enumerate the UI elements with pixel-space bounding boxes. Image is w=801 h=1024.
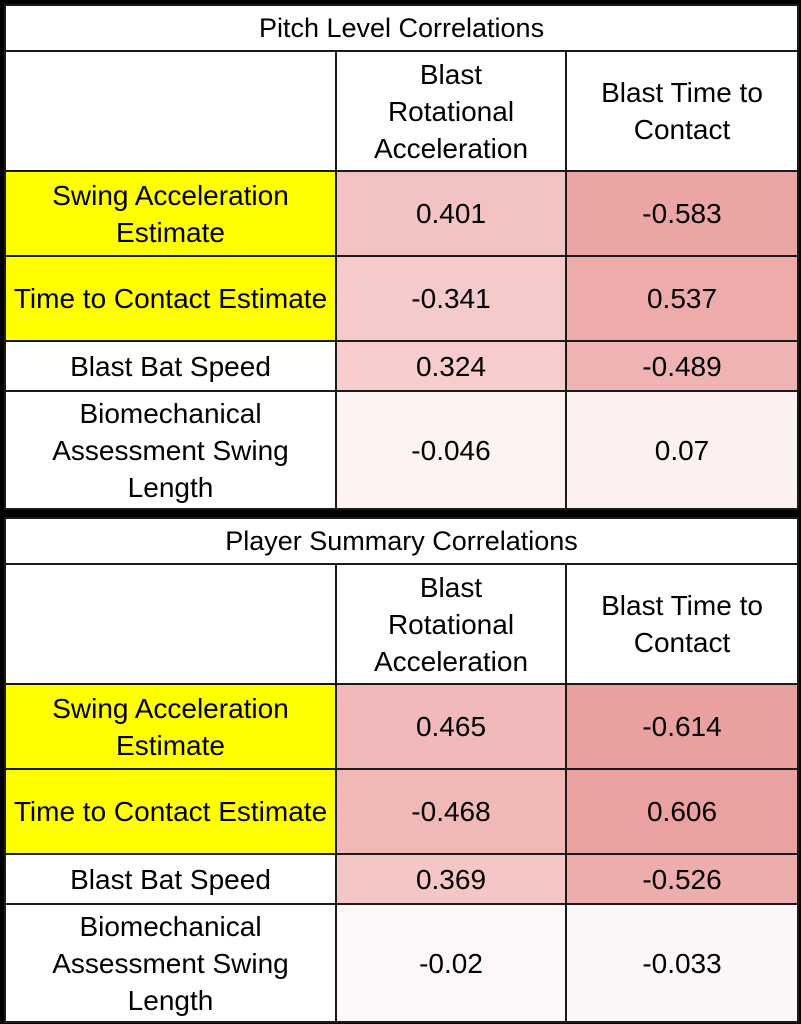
value-cell: -0.033	[564, 903, 800, 1023]
value-cell: 0.401	[335, 170, 567, 257]
corner-cell	[4, 563, 337, 685]
table-row: Time to Contact Estimate -0.341 0.537	[4, 255, 800, 342]
row-label: Biomechanical Assessment Swing Length	[4, 390, 337, 510]
row-label: Time to Contact Estimate	[4, 255, 337, 342]
row-label: Swing Acceleration Estimate	[4, 683, 337, 770]
column-header: Blast Rotational Acceleration	[335, 50, 567, 172]
table-row: Time to Contact Estimate -0.468 0.606	[4, 768, 800, 855]
value-cell: 0.606	[564, 768, 800, 855]
value-cell: -0.468	[335, 768, 567, 855]
table-title: Player Summary Correlations	[3, 517, 800, 565]
row-label: Blast Bat Speed	[4, 340, 337, 392]
value-cell: -0.489	[564, 340, 800, 392]
value-cell: -0.341	[335, 255, 567, 342]
row-label: Biomechanical Assessment Swing Length	[4, 903, 337, 1023]
value-cell: 0.324	[335, 340, 567, 392]
table-row: Swing Acceleration Estimate 0.401 -0.583	[4, 170, 800, 257]
value-cell: 0.07	[564, 390, 800, 510]
value-cell: 0.537	[564, 255, 800, 342]
table-row: Swing Acceleration Estimate 0.465 -0.614	[4, 683, 800, 770]
table-row: Biomechanical Assessment Swing Length -0…	[4, 903, 800, 1023]
value-cell: 0.369	[335, 853, 567, 905]
row-label: Time to Contact Estimate	[4, 768, 337, 855]
table-row: Biomechanical Assessment Swing Length -0…	[4, 390, 800, 510]
value-cell: -0.583	[564, 170, 800, 257]
value-cell: -0.526	[564, 853, 800, 905]
row-label: Blast Bat Speed	[4, 853, 337, 905]
value-cell: -0.046	[335, 390, 567, 510]
table-title: Pitch Level Correlations	[3, 4, 800, 52]
player-summary-table: Player Summary Correlations Blast Rotatio…	[3, 517, 800, 1023]
pitch-level-table: Pitch Level Correlations Blast Rotational…	[3, 4, 800, 510]
value-cell: 0.465	[335, 683, 567, 770]
column-header: Blast Rotational Acceleration	[335, 563, 567, 685]
table-row: Blast Bat Speed 0.324 -0.489	[4, 340, 800, 392]
value-cell: -0.614	[564, 683, 800, 770]
value-cell: -0.02	[335, 903, 567, 1023]
column-header: Blast Time to Contact	[564, 563, 800, 685]
column-header: Blast Time to Contact	[564, 50, 800, 172]
table-row: Blast Bat Speed 0.369 -0.526	[4, 853, 800, 905]
corner-cell	[4, 50, 337, 172]
row-label: Swing Acceleration Estimate	[4, 170, 337, 257]
